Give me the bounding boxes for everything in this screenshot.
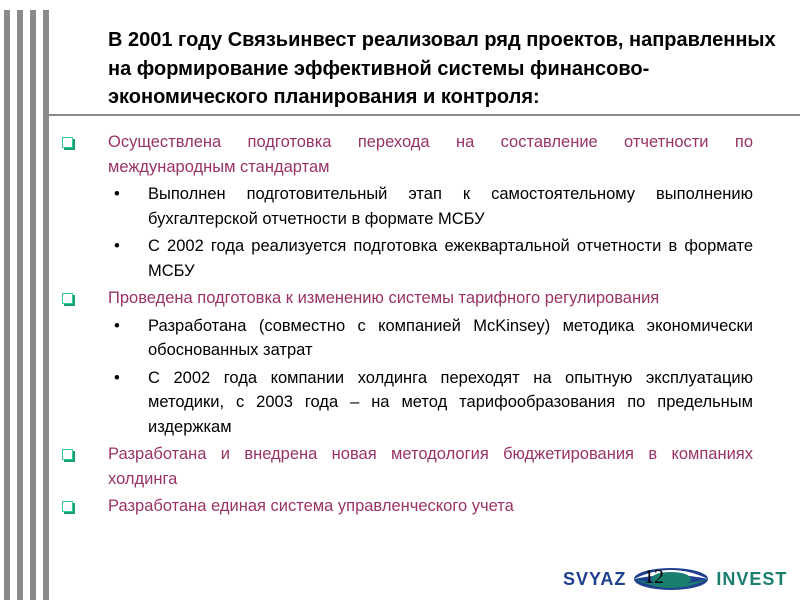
- item-text: Осуществлена подготовка перехода на сост…: [108, 133, 753, 176]
- list-item: Разработана единая система управленческо…: [62, 494, 753, 519]
- checkbox-bullet-icon: [62, 293, 73, 304]
- sub-item-text: С 2002 года реализуется подготовка ежекв…: [148, 237, 753, 280]
- decor-bar: [4, 10, 10, 600]
- item-text: Разработана единая система управленческо…: [108, 497, 514, 515]
- item-text: Разработана и внедрена новая методология…: [108, 445, 753, 488]
- list-item: Разработана и внедрена новая методология…: [62, 442, 753, 491]
- sub-item-text: С 2002 года компании холдинга переходят …: [148, 368, 753, 436]
- logo-emblem-icon: [634, 568, 709, 590]
- page-number: 12: [644, 566, 664, 588]
- bullet-icon: •: [114, 237, 120, 255]
- decor-bar: [30, 10, 36, 600]
- sub-list-item: • С 2002 года компании холдинга переходят…: [108, 366, 753, 440]
- sub-list-item: • Выполнен подготовительный этап к самост…: [108, 182, 753, 231]
- sub-list-item: • С 2002 года реализуется подготовка ежек…: [108, 234, 753, 283]
- svyazinvest-logo: SVYAZ INVEST: [563, 567, 787, 591]
- list-item: Осуществлена подготовка перехода на сост…: [62, 130, 753, 179]
- list-item: Проведена подготовка к изменению системы…: [62, 286, 753, 311]
- logo-left: SVYAZ: [563, 568, 627, 589]
- title-divider: [49, 114, 800, 116]
- sub-list-item: • Разработана (совместно с компанией McKi…: [108, 314, 753, 363]
- item-text: Проведена подготовка к изменению системы…: [108, 289, 660, 307]
- checkbox-bullet-icon: [62, 501, 73, 512]
- decor-bar: [17, 10, 23, 600]
- sub-item-text: Разработана (совместно с компанией McKin…: [148, 316, 753, 360]
- slide-body: Осуществлена подготовка перехода на сост…: [62, 130, 753, 522]
- bullet-icon: •: [114, 316, 120, 335]
- sub-item-text: Выполнен подготовительный этап к самосто…: [148, 185, 753, 228]
- checkbox-bullet-icon: [62, 137, 73, 148]
- decor-bar: [43, 10, 49, 600]
- slide-title: В 2001 году Связьинвест реализовал ряд п…: [108, 29, 776, 108]
- bullet-icon: •: [114, 185, 120, 203]
- checkbox-bullet-icon: [62, 449, 73, 460]
- logo-right: INVEST: [716, 568, 788, 589]
- bullet-icon: •: [114, 368, 120, 387]
